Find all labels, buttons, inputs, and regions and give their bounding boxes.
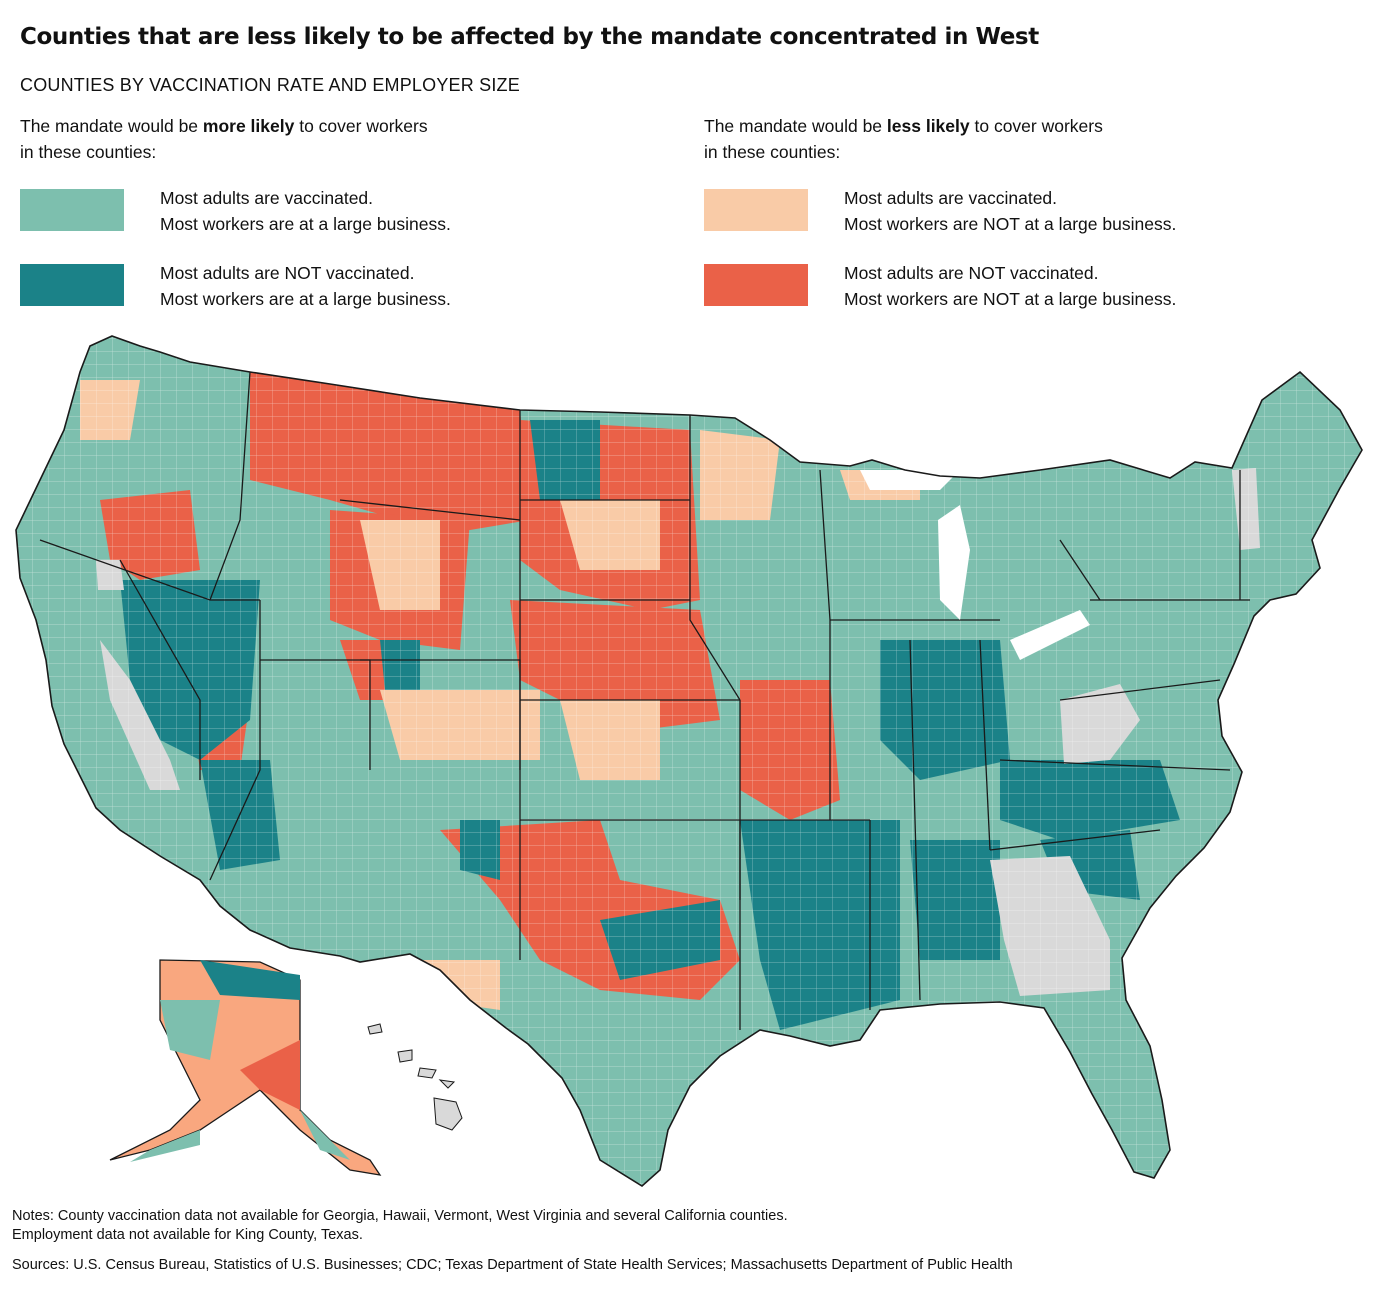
legend-label: Most adults are NOT vaccinated. xyxy=(844,263,1099,283)
notes-line-2: Employment data not available for King C… xyxy=(12,1227,363,1243)
legend-label: Most workers are at a large business. xyxy=(160,214,451,234)
legend-less-likely: The mandate would be less likely to cove… xyxy=(704,113,1324,309)
sources: Sources: U.S. Census Bureau, Statistics … xyxy=(12,1257,1013,1273)
legend-label: Most adults are NOT vaccinated. xyxy=(160,263,415,283)
legend-label: Most adults are vaccinated. xyxy=(844,188,1058,208)
legend-swatch-coral xyxy=(704,264,808,306)
legend-swatch-peach xyxy=(704,189,808,231)
notes: Notes: County vaccination data not avail… xyxy=(12,1207,788,1245)
legend-label: Most workers are at a large business. xyxy=(160,289,451,309)
legend-item-vaccinated-small: Most adults are vaccinated. Most workers … xyxy=(704,185,1324,234)
legend-item-vaccinated-large: Most adults are vaccinated. Most workers … xyxy=(20,185,640,234)
lake-michigan xyxy=(938,505,970,620)
chart-subtitle: COUNTIES BY VACCINATION RATE AND EMPLOYE… xyxy=(20,75,520,95)
legend-intro-less-likely: The mandate would be less likely to cove… xyxy=(704,116,1103,162)
legend-item-unvaccinated-large: Most adults are NOT vaccinated. Most work… xyxy=(20,260,640,309)
legend-more-likely: The mandate would be more likely to cove… xyxy=(20,113,640,309)
chart-title: Counties that are less likely to be affe… xyxy=(20,24,1039,50)
legend-swatch-dark-teal xyxy=(20,264,124,306)
us-county-map xyxy=(15,335,1363,1187)
legend-intro-more-likely: The mandate would be more likely to cove… xyxy=(20,116,428,162)
hawaii-no-data xyxy=(367,1023,463,1131)
legend-item-unvaccinated-small: Most adults are NOT vaccinated. Most work… xyxy=(704,260,1324,309)
lake-erie xyxy=(1010,610,1090,660)
legend-label: Most adults are vaccinated. xyxy=(160,188,374,208)
legend-label: Most workers are NOT at a large business… xyxy=(844,214,1177,234)
legend-label: Most workers are NOT at a large business… xyxy=(844,289,1177,309)
alaska xyxy=(109,959,382,1176)
legend-swatch-light-teal xyxy=(20,189,124,231)
notes-line-1: Notes: County vaccination data not avail… xyxy=(12,1208,788,1224)
